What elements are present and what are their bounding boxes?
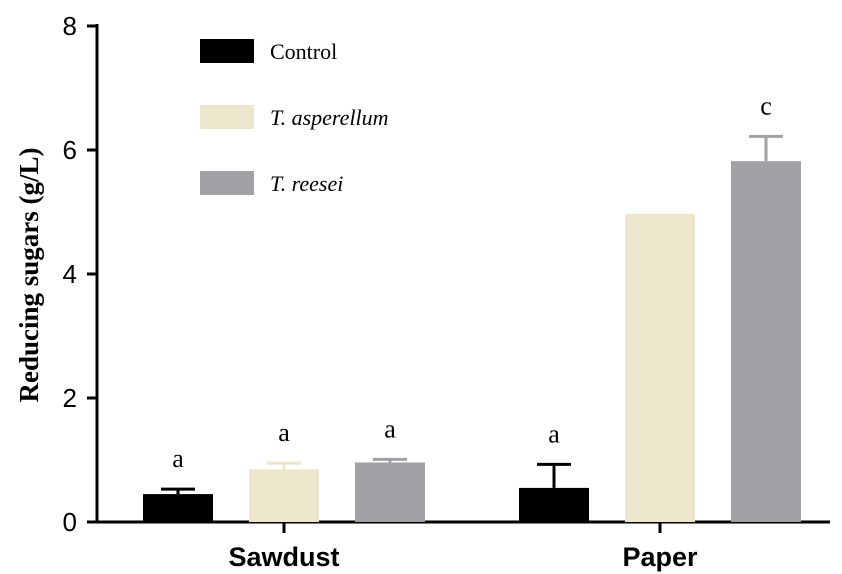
legend-swatch [200,39,254,63]
y-tick-label: 2 [63,383,77,413]
significance-label: a [278,418,290,447]
bars: a a a a c [143,91,801,523]
legend-label: T. asperellum [270,105,389,130]
y-tick-label: 0 [63,507,77,537]
bar [355,462,425,522]
axes: 0 2 4 6 8 Sawdust Paper [63,11,830,572]
significance-label: a [172,444,184,473]
y-tick-label: 6 [63,135,77,165]
legend-label: Control [270,39,337,64]
x-category-label: Paper [622,542,698,572]
y-tick-label: 8 [63,11,77,41]
bar [731,161,801,522]
significance-label: a [384,414,396,443]
significance-label: c [760,91,772,120]
y-axis-title: Reducing sugars (g/L) [14,147,44,402]
legend: Control T. asperellum T. reesei [200,39,389,196]
bar [519,487,589,522]
bar [249,469,319,522]
y-tick-label: 4 [63,259,77,289]
legend-swatch [200,171,254,195]
legend-label: T. reesei [270,171,343,196]
x-category-label: Sawdust [228,542,339,572]
bar [143,494,213,522]
legend-swatch [200,105,254,129]
significance-label: a [548,419,560,448]
bar [625,213,695,523]
